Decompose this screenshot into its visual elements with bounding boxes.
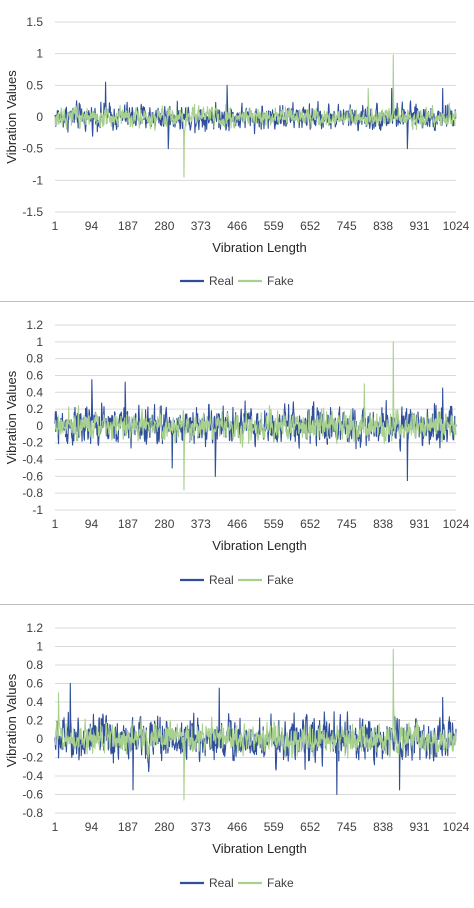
y-axis-title: Vibration Values xyxy=(4,673,19,767)
y-tick-label: 0 xyxy=(36,732,43,746)
series-line-fake xyxy=(54,341,457,491)
x-tick-label: 466 xyxy=(227,219,247,233)
panel-divider-2 xyxy=(0,604,474,605)
y-tick-label: 0 xyxy=(36,419,43,433)
x-tick-label: 466 xyxy=(227,517,247,531)
legend-label-real: Real xyxy=(209,573,234,587)
y-tick-label: 0.4 xyxy=(26,695,43,709)
x-tick-label: 1024 xyxy=(443,820,470,834)
chart-panel-2: 1.2 1 0.8 0.6 0.4 0.2 0 -0.2 -0.4 -0.6 -0.8 -1 1 94 18… xyxy=(0,303,474,603)
legend-label-real: Real xyxy=(209,876,234,890)
y-tick-label: -0.8 xyxy=(22,486,43,500)
y-tick-label: 1 xyxy=(36,47,43,61)
x-tick-label: 652 xyxy=(300,517,320,531)
panel-divider-1 xyxy=(0,301,474,302)
y-axis-title: Vibration Values xyxy=(4,70,19,164)
x-tick-label: 652 xyxy=(300,820,320,834)
x-tick-label: 838 xyxy=(373,517,393,531)
y-tick-label: -1.5 xyxy=(22,205,43,219)
y-tick-label: 1.5 xyxy=(26,15,43,29)
x-tick-label: 931 xyxy=(410,517,430,531)
x-tick-label: 280 xyxy=(154,219,174,233)
x-tick-label: 745 xyxy=(337,517,357,531)
series-line-real xyxy=(54,81,457,150)
x-tick-label: 1024 xyxy=(443,517,470,531)
y-tick-label: -0.8 xyxy=(22,806,43,820)
x-tick-label: 745 xyxy=(337,820,357,834)
y-tick-label: 0.6 xyxy=(26,677,43,691)
y-tick-label: 1 xyxy=(36,640,43,654)
x-tick-label: 745 xyxy=(337,219,357,233)
y-tick-label: -1 xyxy=(32,503,43,517)
x-tick-label: 94 xyxy=(85,219,99,233)
y-tick-label: 0.4 xyxy=(26,385,43,399)
y-tick-label: -0.4 xyxy=(22,769,43,783)
x-tick-label: 466 xyxy=(227,820,247,834)
series-line-fake xyxy=(54,648,457,801)
y-tick-label: 0.8 xyxy=(26,658,43,672)
chart-panel-3: 1.2 1 0.8 0.6 0.4 0.2 0 -0.2 -0.4 -0.6 -0.8 1 94 187 2… xyxy=(0,606,474,908)
x-tick-label: 931 xyxy=(410,820,430,834)
x-tick-label: 373 xyxy=(191,517,211,531)
y-tick-label: -0.2 xyxy=(22,436,43,450)
series-line-fake xyxy=(54,54,457,178)
chart-3: 1.2 1 0.8 0.6 0.4 0.2 0 -0.2 -0.4 -0.6 -0.8 1 94 187 2… xyxy=(4,621,470,890)
x-tick-label: 931 xyxy=(410,219,430,233)
x-tick-label: 838 xyxy=(373,820,393,834)
y-tick-label: 1.2 xyxy=(26,621,43,635)
chart-1: 1.5 1 0.5 0 -0.5 -1 -1.5 1 94 187 280 373 466 559 652 7… xyxy=(4,15,470,288)
x-tick-label: 187 xyxy=(118,820,138,834)
y-tick-label: -0.6 xyxy=(22,469,43,483)
chart-2: 1.2 1 0.8 0.6 0.4 0.2 0 -0.2 -0.4 -0.6 -0.8 -1 1 94 18… xyxy=(4,318,470,587)
x-tick-label: 94 xyxy=(85,517,99,531)
x-tick-label: 1024 xyxy=(443,219,470,233)
x-tick-label: 187 xyxy=(118,517,138,531)
y-tick-label: 0.8 xyxy=(26,352,43,366)
legend-label-fake: Fake xyxy=(267,876,294,890)
x-tick-label: 187 xyxy=(118,219,138,233)
legend-label-fake: Fake xyxy=(267,573,294,587)
x-axis-title: Vibration Length xyxy=(212,240,306,255)
y-axis-title: Vibration Values xyxy=(4,370,19,464)
y-tick-label: 1 xyxy=(36,335,43,349)
x-tick-label: 1 xyxy=(52,517,59,531)
y-tick-label: 0 xyxy=(36,110,43,124)
x-axis-title: Vibration Length xyxy=(212,538,306,553)
x-tick-label: 280 xyxy=(154,820,174,834)
legend-label-real: Real xyxy=(209,274,234,288)
y-tick-label: 0.5 xyxy=(26,78,43,92)
y-tick-label: -0.5 xyxy=(22,142,43,156)
y-tick-label: 0.6 xyxy=(26,368,43,382)
x-tick-label: 559 xyxy=(264,517,284,531)
x-tick-label: 280 xyxy=(154,517,174,531)
y-tick-label: 1.2 xyxy=(26,318,43,332)
x-tick-label: 1 xyxy=(52,820,59,834)
x-tick-label: 1 xyxy=(52,219,59,233)
y-tick-label: -0.2 xyxy=(22,751,43,765)
y-tick-label: -0.6 xyxy=(22,788,43,802)
x-tick-label: 373 xyxy=(191,219,211,233)
x-tick-label: 559 xyxy=(264,219,284,233)
chart-panel-1: 1.5 1 0.5 0 -0.5 -1 -1.5 1 94 187 280 373 466 559 652 7… xyxy=(0,0,474,300)
y-tick-label: 0.2 xyxy=(26,714,43,728)
y-tick-label: 0.2 xyxy=(26,402,43,416)
x-tick-label: 838 xyxy=(373,219,393,233)
y-tick-label: -1 xyxy=(32,173,43,187)
x-tick-label: 652 xyxy=(300,219,320,233)
legend-label-fake: Fake xyxy=(267,274,294,288)
y-tick-label: -0.4 xyxy=(22,453,43,467)
x-tick-label: 559 xyxy=(264,820,284,834)
x-axis-title: Vibration Length xyxy=(212,841,306,856)
x-tick-label: 373 xyxy=(191,820,211,834)
x-tick-label: 94 xyxy=(85,820,99,834)
series-line-real xyxy=(54,379,457,482)
